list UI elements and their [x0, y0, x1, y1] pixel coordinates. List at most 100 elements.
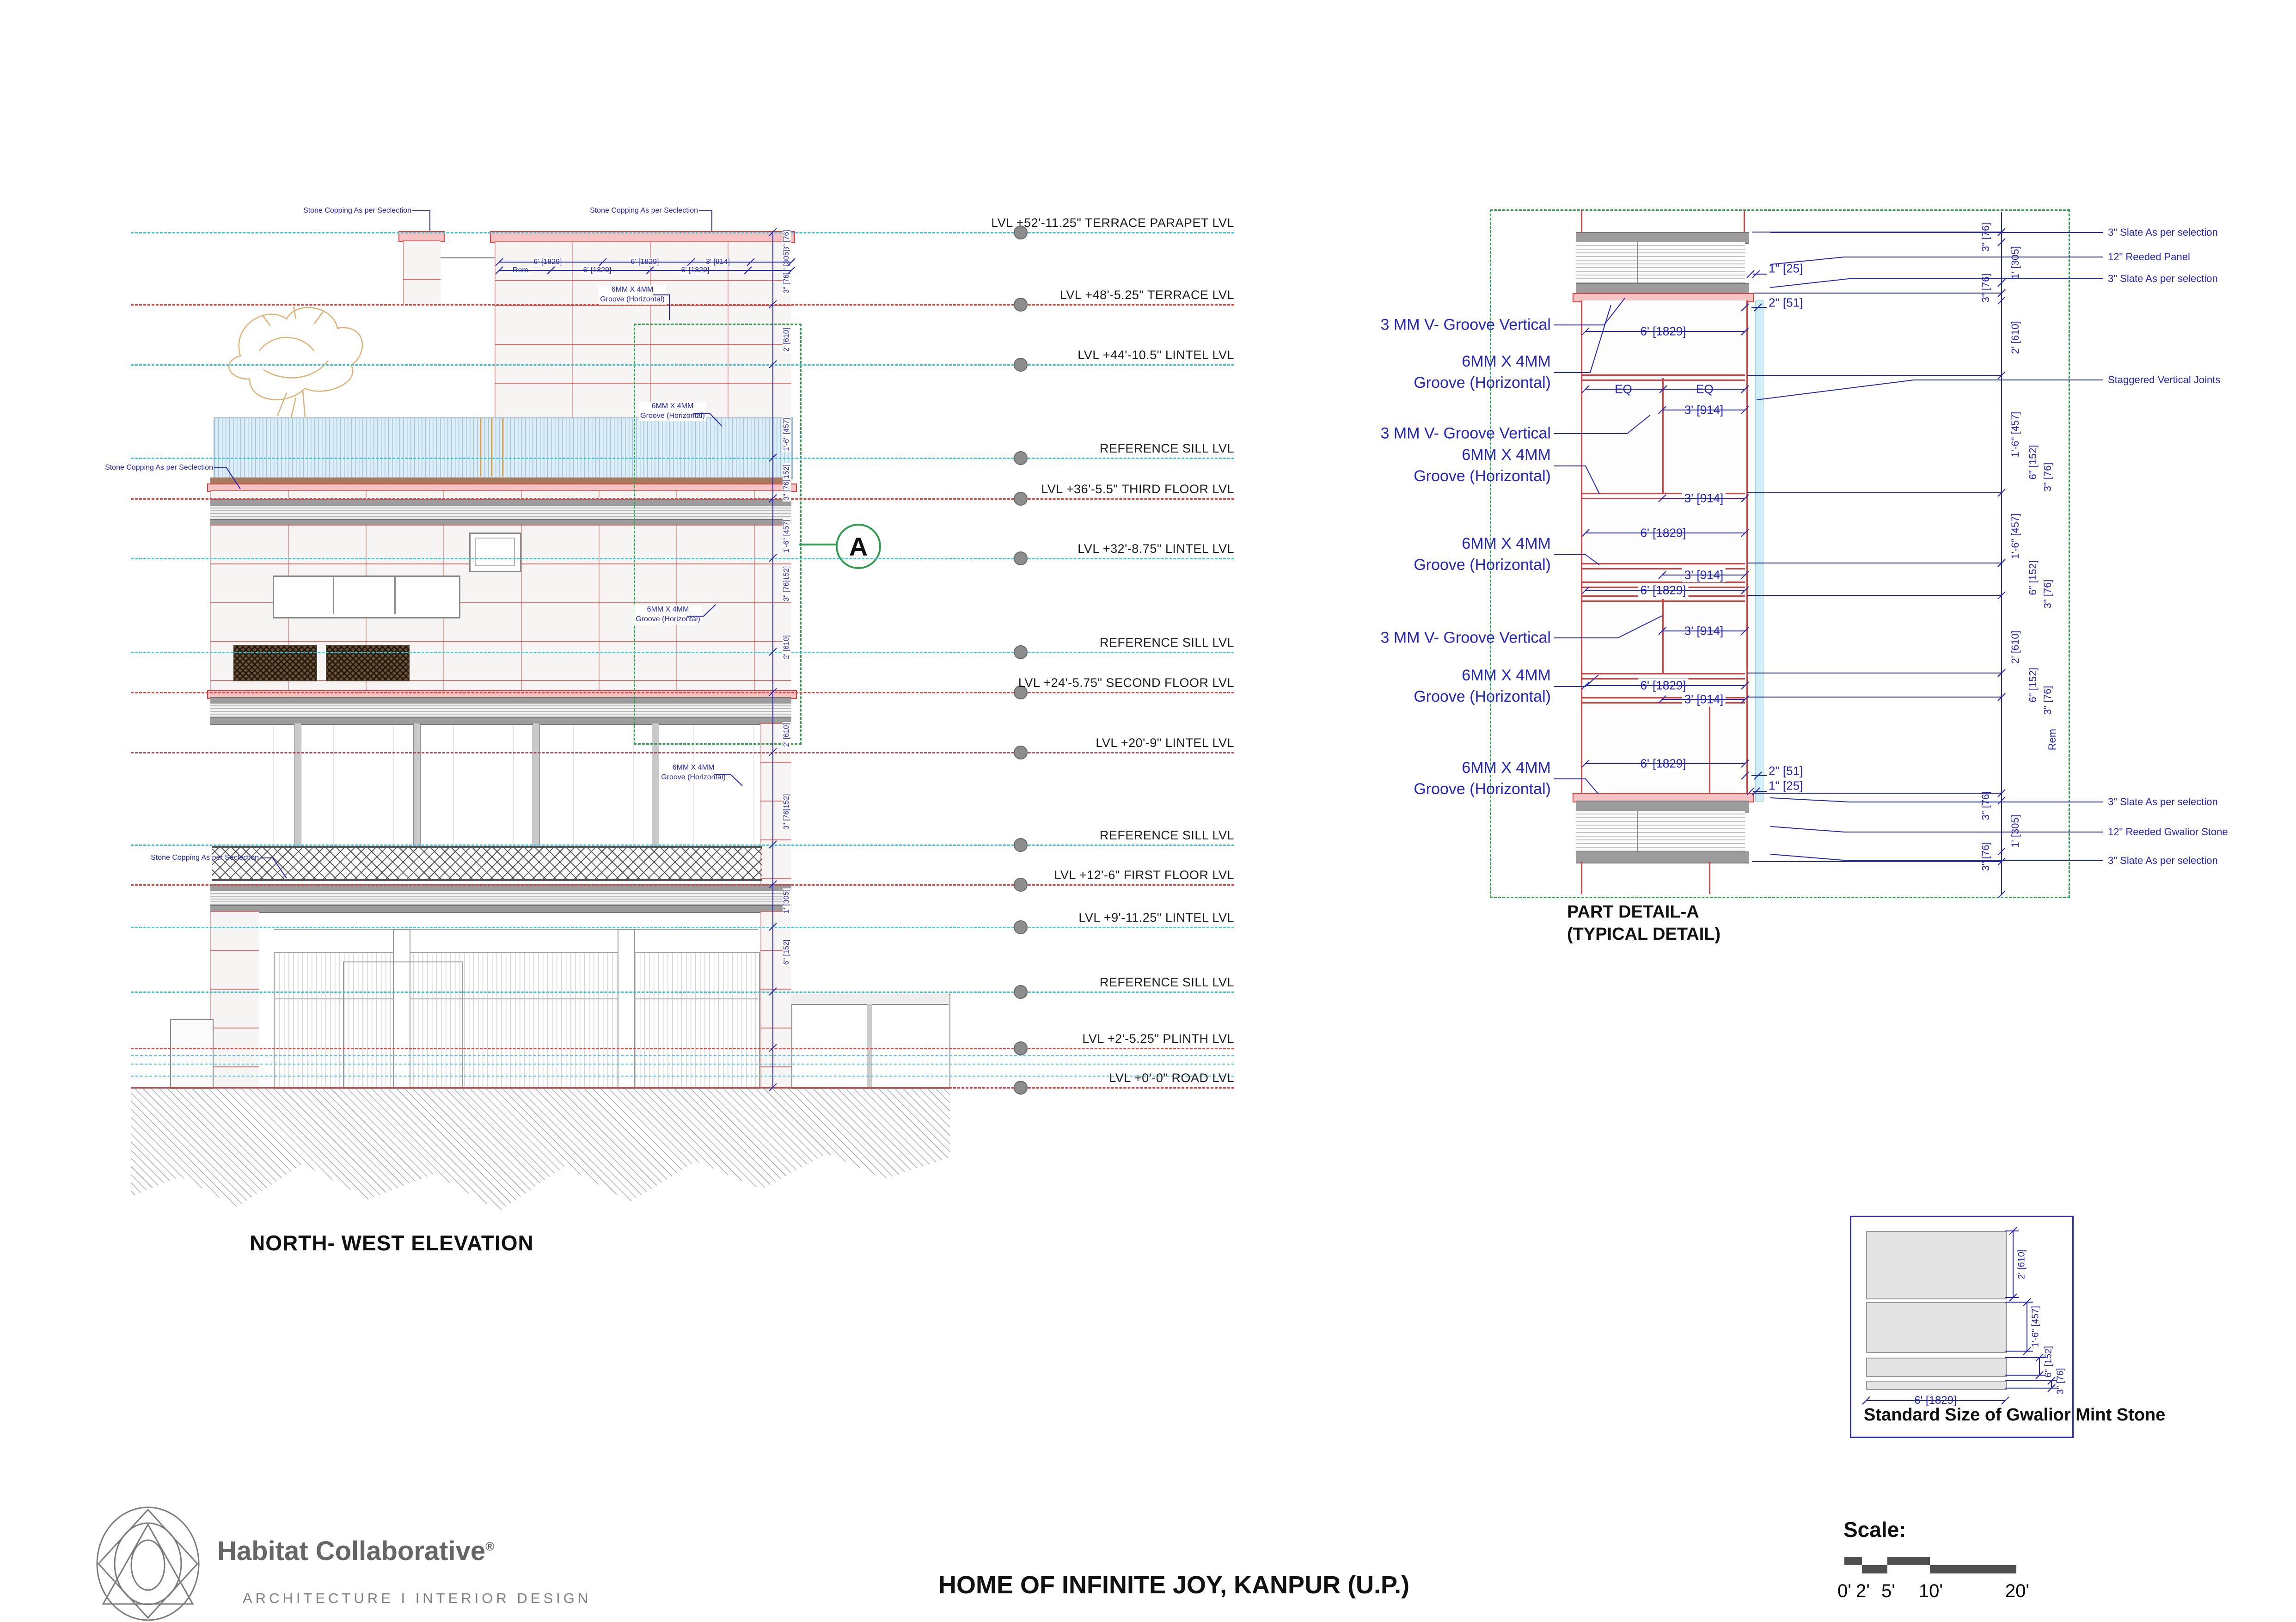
balcony-column: [413, 723, 421, 847]
level-line: [131, 1087, 1234, 1089]
terrace-rear-wall-line: [441, 257, 495, 258]
dim-label: 3' [914]: [1682, 568, 1726, 582]
plinth-aux-line: [131, 1076, 1234, 1077]
scale-segment: [1887, 1557, 1930, 1565]
dim-label: 2' [610]: [2016, 1248, 2027, 1281]
dim-label: 6' [1829]: [532, 258, 564, 266]
dim-label: 6' [1829]: [1638, 526, 1689, 540]
detail-reeded-panel: [1576, 811, 1745, 851]
note-h-groove: 6MM X 4MM Groove (Horizontal): [634, 605, 702, 624]
scale-label: Scale:: [1843, 1518, 1906, 1542]
glazing-mullion: [491, 418, 492, 477]
note-h-groove: 6MM X 4MM Groove (Horizontal): [599, 285, 666, 305]
reeded-joint: [1637, 242, 1638, 283]
note-line: Groove (Horizontal): [1414, 780, 1551, 798]
stagger-joint: [1709, 701, 1710, 793]
note-h-groove: 6MM X 4MM Groove (Horizontal): [1414, 533, 1551, 576]
chain-dim-label: 3" [76]: [1980, 790, 1992, 822]
logo-reg-mark: ®: [485, 1539, 495, 1554]
level-line: [131, 652, 1234, 653]
level-label: LVL +44'-10.5" LINTEL LVL: [1078, 348, 1234, 362]
stone-slab: [1866, 1358, 2007, 1377]
chain-dim-label: 6" [152]: [783, 938, 791, 966]
logo-name-text: Habitat Collaborative: [217, 1536, 486, 1566]
note-line: Groove (Horizontal): [1414, 556, 1551, 574]
scale-segment: [1930, 1565, 2016, 1573]
detail-reference-rect: [634, 324, 802, 745]
joint-line: [1744, 210, 1745, 232]
chain-dim-label: 3" [76]: [783, 271, 791, 294]
dim-label: 6' [1829]: [1638, 324, 1689, 339]
scale-tick-label: 20': [2005, 1581, 2030, 1601]
page-title: HOME OF INFINITE JOY, KANPUR (U.P.): [938, 1571, 1410, 1599]
note-line: Groove (Horizontal): [1414, 467, 1551, 485]
level-label: LVL +32'-8.75" LINTEL LVL: [1078, 542, 1234, 556]
chain-dim-label: 1'-6" [457]: [2009, 410, 2021, 459]
note-h-groove: 6MM X 4MM Groove (Horizontal): [639, 402, 706, 421]
chain-dim-label: 3" [76]: [783, 579, 791, 602]
dim-label: 2" [51]: [1769, 295, 1803, 310]
note-reeded-panel: 12" Reeded Panel: [2108, 251, 2190, 263]
chain-dim-label: 2' [610]: [2009, 319, 2021, 355]
scale-tick-label: 10': [1918, 1581, 1943, 1601]
logo-emblem-icon: [96, 1506, 200, 1621]
note-stone-copping: Stone Copping As per Seclection: [151, 854, 259, 862]
level-label: REFERENCE SILL LVL: [1099, 975, 1234, 989]
logo-tagline: ARCHITECTURE I INTERIOR DESIGN: [243, 1590, 592, 1606]
level-marker: [1014, 451, 1028, 465]
dim-label: EQ: [1612, 382, 1635, 397]
chain-dim-label: 3" [76]: [2042, 461, 2054, 493]
note-slate: 3" Slate As per selection: [2108, 273, 2218, 284]
glazing-mullion: [502, 418, 503, 477]
chain-dim-label: 3" [76]: [1980, 272, 1992, 304]
level-marker: [1014, 358, 1028, 372]
balcony-column: [294, 723, 301, 847]
note-h-groove: 6MM X 4MM Groove (Horizontal): [1414, 758, 1551, 800]
detail-title-line1: PART DETAIL-A: [1567, 902, 1699, 922]
chain-dim-label: 2' [610]: [783, 327, 791, 353]
plinth-aux-line: [131, 1064, 1234, 1065]
chain-dim-label: 1'-6" [457]: [783, 417, 791, 452]
dim-label: 1" [25]: [1769, 261, 1803, 275]
chain-dim-label: 1' [305]: [783, 888, 791, 914]
dim-label: 3' [914]: [1682, 403, 1726, 417]
dim-label: 1'-6" [457]: [2030, 1304, 2041, 1349]
level-label: LVL +52'-11.25" TERRACE PARAPET LVL: [991, 216, 1234, 230]
wall-strip: [1755, 300, 1763, 802]
level-label: LVL +48'-5.25" TERRACE LVL: [1059, 288, 1234, 302]
detail-title-line2: (TYPICAL DETAIL): [1567, 924, 1721, 944]
level-line: [131, 845, 1234, 846]
level-line: [131, 752, 1234, 753]
scale-segment: [1844, 1557, 1862, 1565]
level-line: [131, 498, 1234, 500]
entry-door-frame: [343, 961, 463, 1089]
level-marker: [1014, 878, 1028, 892]
chain-dim-label: 3" [76]: [1980, 221, 1992, 253]
level-marker: [1014, 492, 1028, 506]
level-marker: [1014, 985, 1028, 999]
note-line: Groove (Horizontal): [640, 412, 705, 420]
level-line: [131, 692, 1234, 693]
note-stone-copping: Stone Copping As per Seclection: [105, 464, 213, 471]
note-reeded-gwalior: 12" Reeded Gwalior Stone: [2108, 826, 2228, 838]
note-line: 6MM X 4MM: [1462, 667, 1551, 685]
note-h-groove: 6MM X 4MM Groove (Horizontal): [660, 763, 727, 783]
level-label: LVL +0'-0" ROAD LVL: [1109, 1071, 1234, 1085]
level-label: LVL +9'-11.25" LINTEL LVL: [1078, 911, 1234, 924]
chain-dim-label: 3" [76]: [783, 478, 791, 502]
second-floor-window-band: [273, 575, 460, 618]
note-line: 6MM X 4MM: [1462, 535, 1551, 553]
dim-label: 6' [1829]: [679, 266, 711, 275]
level-label: REFERENCE SILL LVL: [1099, 828, 1234, 842]
dim-label: 6' [1829]: [1638, 583, 1689, 598]
chain-dim-label: 6" [152]: [2027, 666, 2039, 704]
chain-dim-label: 3" [76]: [2042, 684, 2054, 716]
chain-dim-label: 6" [152]: [2027, 559, 2039, 597]
level-line: [131, 1048, 1234, 1049]
storefront-column: [618, 929, 635, 1089]
chain-dim-label: 2' [610]: [783, 634, 791, 660]
level-marker: [1014, 1041, 1028, 1055]
detail-slate-band: [1576, 851, 1749, 863]
level-line: [131, 884, 1234, 886]
chain-dim-label: 1'-6" [457]: [2009, 512, 2021, 561]
